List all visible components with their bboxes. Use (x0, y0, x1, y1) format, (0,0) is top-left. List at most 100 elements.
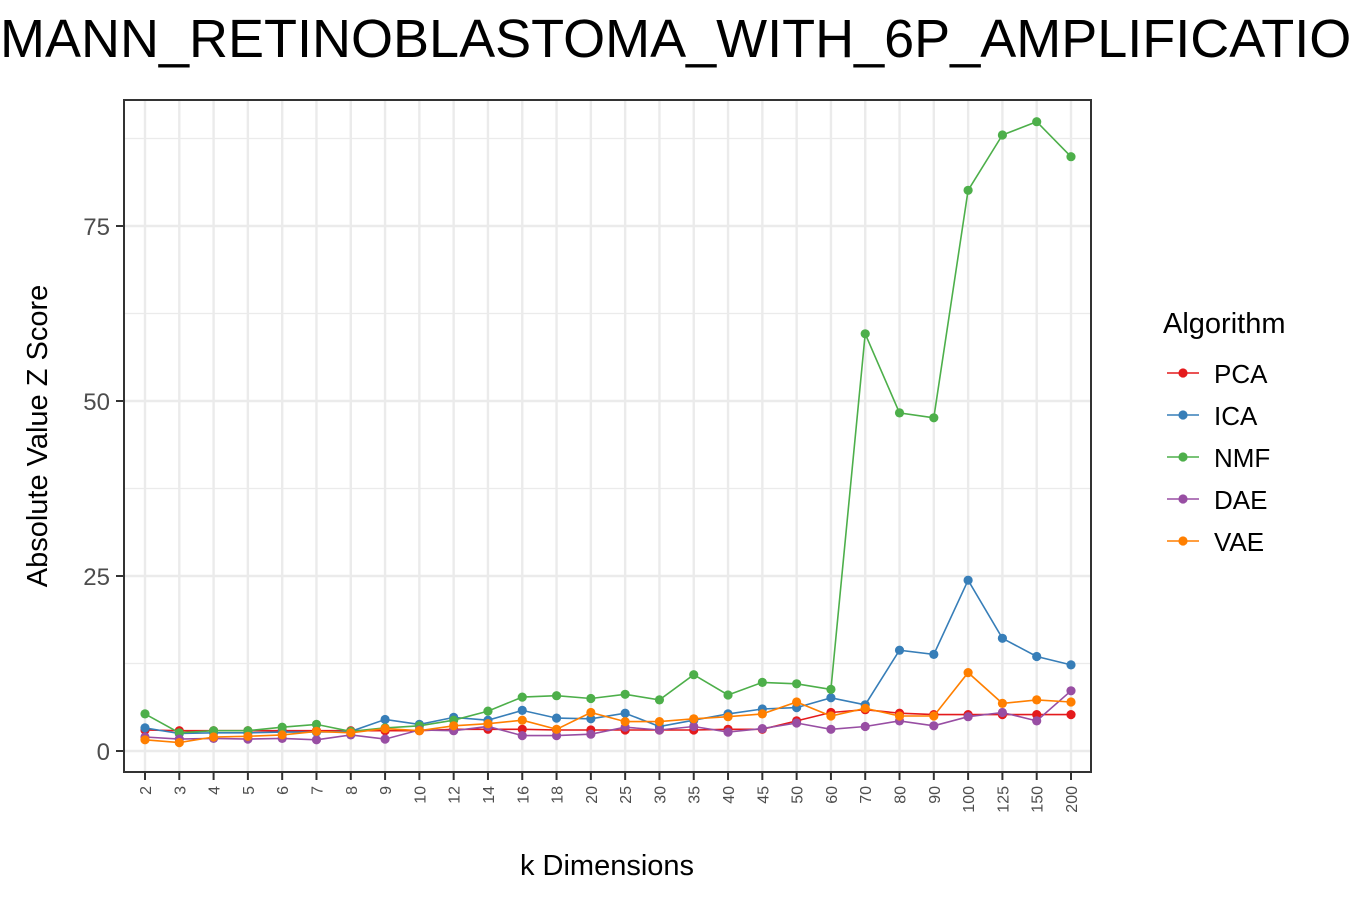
x-tick-label: 90 (927, 786, 944, 804)
x-tick-label: 100 (961, 786, 978, 813)
data-point (1032, 117, 1042, 127)
data-point (551, 724, 562, 734)
data-point (826, 724, 836, 734)
series-line (144, 578, 1072, 735)
data-point (757, 677, 767, 688)
x-tick-label: 18 (550, 786, 567, 804)
grid-lines (124, 100, 1091, 772)
data-point (860, 721, 870, 732)
x-tick-label: 150 (1030, 786, 1047, 813)
y-tick-label: 25 (83, 564, 110, 591)
data-point (723, 690, 733, 700)
y-tick-label: 50 (83, 389, 110, 416)
data-point (586, 693, 596, 704)
data-point (517, 705, 527, 716)
data-point (654, 717, 665, 727)
data-point (826, 693, 836, 703)
data-point (517, 715, 527, 725)
series-line (144, 690, 1072, 741)
x-tick-label: 25 (618, 786, 635, 804)
data-point (380, 714, 390, 725)
data-point (586, 714, 596, 724)
x-tick-label: 4 (207, 786, 224, 795)
legend-point (1178, 452, 1188, 462)
data-point (860, 703, 870, 713)
data-point (277, 722, 287, 732)
data-point (963, 668, 973, 678)
legend-title: Algorithm (1163, 308, 1286, 340)
data-point (929, 721, 939, 731)
data-point (963, 575, 973, 585)
data-point (1032, 651, 1042, 662)
data-point (311, 719, 322, 730)
data-point (414, 726, 424, 736)
legend-item-pca: PCA (1167, 359, 1268, 389)
x-axis-title: k Dimensions (520, 850, 694, 882)
x-tick-label: 14 (481, 786, 498, 804)
data-point (894, 645, 905, 655)
y-tick-label: 0 (97, 739, 110, 766)
x-tick-label: 45 (755, 786, 772, 804)
data-point (174, 738, 184, 748)
data-point (208, 732, 219, 742)
legend: Algorithm PCA ICA NMF DAE VAE (1163, 308, 1286, 557)
data-point (551, 691, 562, 701)
legend-item-dae: DAE (1167, 485, 1267, 515)
x-tick-label: 16 (515, 786, 532, 804)
x-tick-label: 20 (584, 786, 601, 804)
data-point (517, 692, 527, 702)
data-point (654, 695, 665, 705)
data-point (826, 711, 836, 721)
data-point (1066, 686, 1076, 696)
data-point (894, 711, 905, 721)
x-tick-label: 60 (824, 786, 841, 804)
data-point (757, 709, 767, 719)
data-point (689, 714, 699, 724)
x-tick-label: 35 (687, 786, 704, 804)
x-tick-label: 7 (309, 786, 326, 795)
x-tick-label: 40 (721, 786, 738, 804)
data-point (689, 670, 699, 680)
data-point (517, 724, 527, 734)
data-point (1032, 695, 1042, 705)
data-point (997, 698, 1008, 709)
data-point (826, 684, 836, 695)
data-point (792, 679, 802, 689)
data-point (620, 708, 630, 718)
data-point (586, 707, 596, 718)
y-axis-title: Absolute Value Z Score (22, 285, 54, 588)
data-point (140, 709, 150, 719)
data-point (894, 408, 905, 418)
data-point (140, 735, 150, 745)
x-tick-label: 50 (790, 786, 807, 804)
data-point (449, 721, 459, 731)
data-point (963, 185, 973, 195)
x-tick-label: 6 (275, 786, 292, 795)
legend-point (1178, 494, 1188, 504)
x-tick-label: 3 (172, 786, 189, 795)
chart-title: MANN_RETINOBLASTOMA_WITH_6P_AMPLIFICATIO… (0, 9, 1350, 69)
legend-point (1178, 368, 1188, 378)
data-point (757, 724, 767, 734)
legend-label: DAE (1214, 485, 1267, 515)
data-point (380, 734, 390, 744)
legend-point (1178, 536, 1188, 546)
data-point (792, 718, 802, 728)
legend-label: NMF (1214, 443, 1270, 473)
data-point (689, 721, 699, 732)
legend-point (1178, 410, 1188, 420)
legend-label: PCA (1214, 359, 1268, 389)
series-nmf (140, 117, 1076, 738)
data-point (208, 726, 219, 736)
series-lines (140, 117, 1076, 748)
series-line (144, 120, 1072, 734)
data-point (174, 728, 184, 738)
series-line (144, 671, 1072, 744)
x-tick-label: 2 (138, 786, 155, 795)
data-point (483, 706, 493, 716)
data-point (997, 633, 1008, 643)
data-point (997, 707, 1008, 718)
x-tick-label: 70 (858, 786, 875, 804)
